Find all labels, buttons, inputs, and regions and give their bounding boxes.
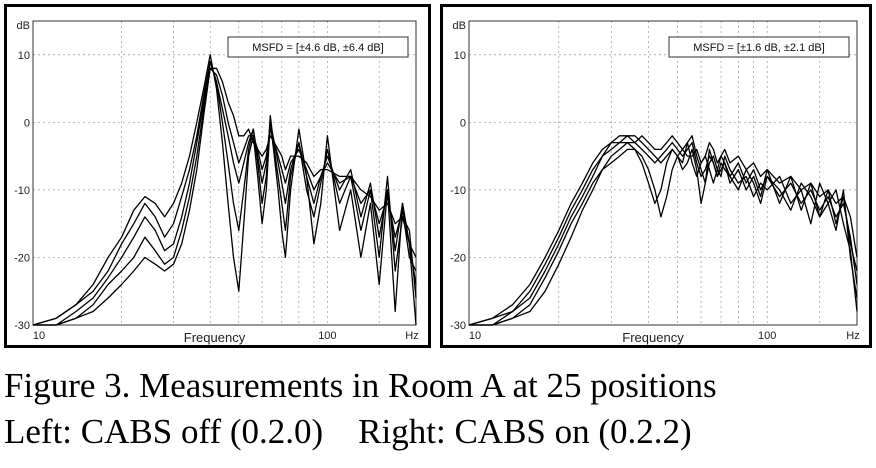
right-x-axis-label: Frequency <box>622 330 684 345</box>
figure-caption-line1: Figure 3. Measurements in Room A at 25 p… <box>4 366 717 405</box>
left-x-tick-label: 100 <box>318 330 336 342</box>
left-series-line-4 <box>33 67 417 326</box>
right-y-tick-label: 10 <box>454 50 466 62</box>
left-x-tick-label: 10 <box>33 330 45 342</box>
chart-panel-right: 10 0 -10 -20 -30 dB 10 100 Hz Frequency MSFD = [±1… <box>440 4 872 348</box>
left-series-line-2 <box>32 60 417 326</box>
right-series-line-3 <box>469 135 858 326</box>
left-y-unit-label: dB <box>17 20 30 32</box>
left-y-tick-label: 10 <box>18 50 30 62</box>
left-msfd-annotation: MSFD = [±4.6 dB, ±6.4 dB] <box>252 42 384 54</box>
left-msfd-box <box>227 36 409 58</box>
right-series-line-5 <box>469 141 858 326</box>
right-msfd-annotation: MSFD = [±1.6 dB, ±2.1 dB] <box>693 42 825 54</box>
right-y-tick-label: -10 <box>450 185 466 197</box>
left-series-line-1 <box>32 54 417 326</box>
right-plot-frame <box>468 20 858 326</box>
left-y-tick-label: -10 <box>14 185 30 197</box>
right-x-tick-label: 10 <box>469 330 481 342</box>
right-series-line-4 <box>469 135 858 326</box>
left-y-tick-label: -30 <box>14 320 30 332</box>
left-x-axis-label: Frequency <box>184 330 246 345</box>
right-y-unit-label: dB <box>453 20 466 32</box>
left-series-line-3 <box>33 60 417 326</box>
right-y-tick-label: -30 <box>450 320 466 332</box>
right-series-line-2 <box>468 135 858 326</box>
chart-panel-left: 10 0 -10 -20 -30 dB 10 100 Hz Frequency MSFD = [±4… <box>4 4 431 348</box>
right-y-tick-label: 0 <box>460 117 466 129</box>
left-y-tick-label: -20 <box>14 252 30 264</box>
right-msfd-box <box>668 36 850 58</box>
right-x-tick-label: 100 <box>758 330 776 342</box>
right-x-unit-label: Hz <box>846 330 859 342</box>
right-series-line-1 <box>468 135 858 326</box>
left-x-unit-label: Hz <box>405 330 418 342</box>
left-plot-frame <box>32 20 417 326</box>
right-y-tick-label: -20 <box>450 252 466 264</box>
left-y-tick-label: 0 <box>24 117 30 129</box>
left-series-line-5 <box>33 67 417 326</box>
figure-caption-line2: Left: CABS off (0.2.0) Right: CABS on (0… <box>4 412 692 451</box>
